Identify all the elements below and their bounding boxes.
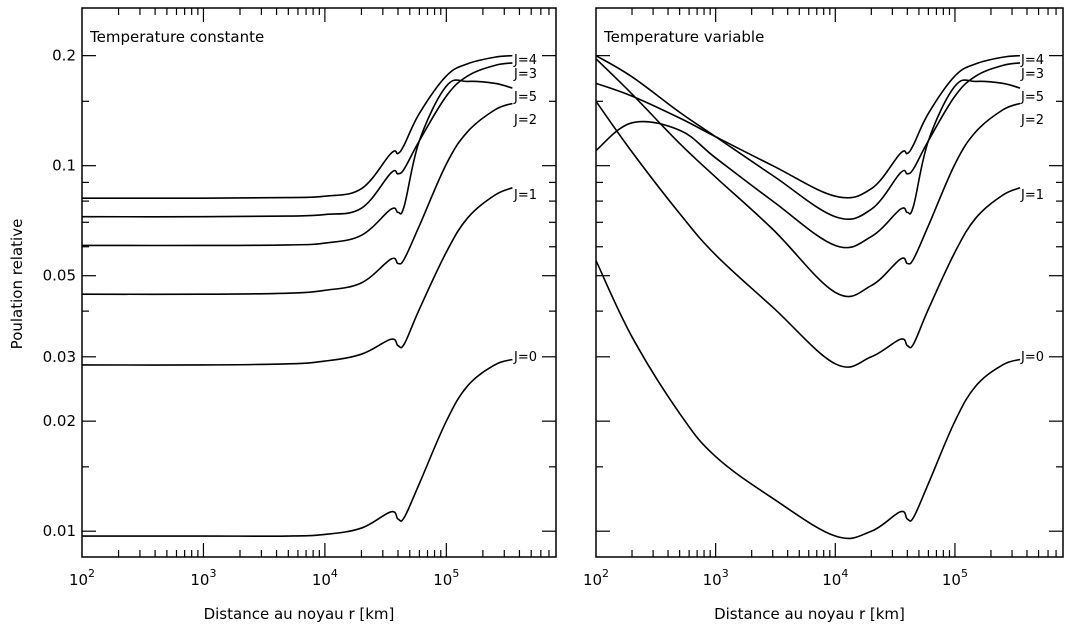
x-tick-label-base: 10 bbox=[433, 571, 452, 589]
series-label-j5: J=5 bbox=[513, 90, 537, 105]
series-label-j1: J=1 bbox=[1020, 188, 1044, 203]
series-label-j1: J=1 bbox=[513, 188, 537, 203]
series-label-j4: J=4 bbox=[513, 53, 537, 68]
x-tick-label-base: 10 bbox=[583, 571, 602, 589]
x-tick-label: 104 bbox=[822, 567, 848, 589]
x-tick-label: 105 bbox=[942, 567, 968, 589]
x-tick-label: 104 bbox=[312, 567, 338, 589]
x-tick-label-base: 10 bbox=[822, 571, 841, 589]
x-tick-label-base: 10 bbox=[703, 571, 722, 589]
y-tick-label: 0.02 bbox=[43, 412, 76, 430]
x-tick-label-base: 10 bbox=[942, 571, 961, 589]
x-tick-label-base: 10 bbox=[69, 571, 88, 589]
plot-frame bbox=[81, 7, 557, 558]
series-label-j5: J=5 bbox=[1020, 90, 1044, 105]
y-tick-label: 0.2 bbox=[52, 47, 76, 65]
series-label-j2: J=2 bbox=[513, 113, 537, 128]
y-tick-label: 0.03 bbox=[43, 348, 76, 366]
series-line-j5 bbox=[81, 79, 513, 247]
series-line-j3 bbox=[595, 54, 1021, 221]
x-axis-label: Distance au noyau r [km] bbox=[204, 605, 395, 623]
series-line-j4 bbox=[81, 54, 513, 199]
x-tick-label-exponent: 4 bbox=[841, 567, 848, 580]
y-tick-label: 0.05 bbox=[43, 267, 76, 285]
y-tick-label: 0.1 bbox=[52, 157, 76, 175]
series-line-j2 bbox=[595, 58, 1021, 298]
x-tick-label-base: 10 bbox=[312, 571, 331, 589]
x-axis-label: Distance au noyau r [km] bbox=[714, 605, 905, 623]
series-line-j1 bbox=[595, 100, 1021, 368]
x-tick-label: 103 bbox=[703, 567, 729, 589]
x-tick-label-exponent: 5 bbox=[452, 567, 459, 580]
series-label-j3: J=3 bbox=[1020, 67, 1044, 82]
series-label-j4: J=4 bbox=[1020, 53, 1044, 68]
series-line-j0 bbox=[82, 358, 513, 537]
x-tick-label-exponent: 2 bbox=[602, 567, 609, 580]
series-line-j1 bbox=[81, 187, 513, 366]
panel-title: Temperature constante bbox=[89, 28, 264, 46]
x-tick-label: 102 bbox=[69, 567, 95, 589]
y-tick-label: 0.01 bbox=[43, 522, 76, 540]
series-label-j0: J=0 bbox=[513, 350, 537, 365]
y-axis-label: Poulation relative bbox=[8, 219, 26, 350]
series-line-j2 bbox=[81, 102, 513, 296]
series-label-j0: J=0 bbox=[1020, 350, 1044, 365]
panel-temperature-constante: 102 103 104 1050.010.020.030.050.10.2Temper… bbox=[43, 7, 557, 623]
series-label-j2: J=2 bbox=[1020, 113, 1044, 128]
panel-title: Temperature variable bbox=[603, 28, 764, 46]
series-line-j5 bbox=[595, 79, 1021, 249]
x-tick-label-base: 10 bbox=[190, 571, 209, 589]
plot-frame bbox=[595, 7, 1064, 558]
x-tick-label-exponent: 4 bbox=[331, 567, 338, 580]
series-line-j0 bbox=[595, 260, 1021, 540]
x-tick-label-exponent: 3 bbox=[722, 567, 729, 580]
x-tick-label: 103 bbox=[190, 567, 216, 589]
x-tick-label-exponent: 5 bbox=[961, 567, 968, 580]
x-tick-label: 105 bbox=[433, 567, 459, 589]
x-tick-label: 102 bbox=[583, 567, 609, 589]
x-tick-label-exponent: 3 bbox=[209, 567, 216, 580]
series-line-j4 bbox=[595, 54, 1021, 199]
series-label-j3: J=3 bbox=[513, 67, 537, 82]
x-tick-label-exponent: 2 bbox=[88, 567, 95, 580]
series-line-j3 bbox=[81, 62, 513, 218]
